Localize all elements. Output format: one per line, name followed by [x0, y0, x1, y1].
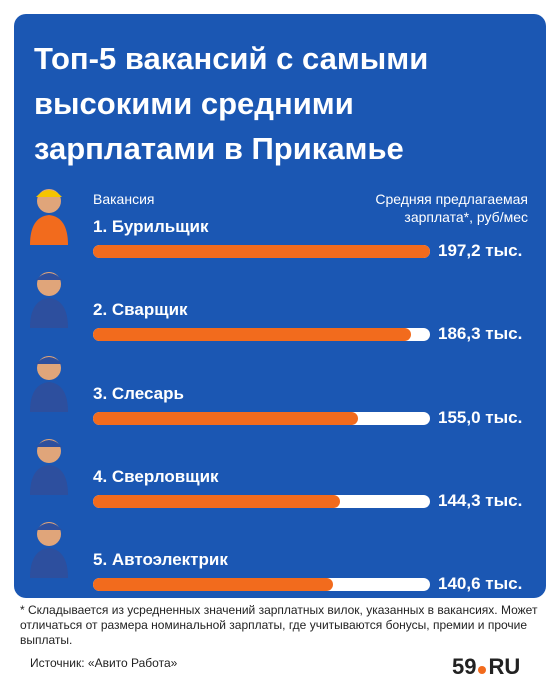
logo-dot — [478, 666, 487, 674]
footnote: * Складывается из усредненных значений з… — [20, 603, 538, 647]
value-label: 144,3 тыс. — [438, 490, 523, 510]
worker-svg — [30, 438, 68, 495]
category-label: 3. Слесарь — [93, 383, 184, 403]
value-label: 140,6 тыс. — [438, 574, 523, 594]
logo-number: 59 — [452, 654, 477, 679]
bar — [93, 245, 430, 258]
bar — [93, 411, 358, 425]
value-label: 186,3 тыс. — [438, 324, 523, 344]
category-label: 5. Автоэлектрик — [93, 550, 228, 570]
bar — [93, 328, 412, 342]
worker-svg — [30, 272, 68, 329]
bar — [93, 578, 334, 592]
worker-icon — [24, 433, 74, 495]
worker-icon — [24, 266, 74, 329]
worker-svg — [30, 355, 68, 412]
chart-title: Топ-5 вакансий с самыми высокими средним… — [34, 41, 429, 166]
category-label: 1. Бурильщик — [93, 217, 209, 236]
value-header: Средняя предлагаемая зарплата*, руб/мес — [375, 191, 528, 225]
value-label: 197,2 тыс. — [438, 241, 523, 260]
worker-icon — [24, 350, 74, 412]
value-label: 155,0 тыс. — [438, 407, 523, 427]
bar — [93, 494, 340, 508]
source: Источник: «Авито Работа» — [30, 656, 178, 670]
worker-icon — [24, 516, 74, 579]
worker-svg — [30, 522, 68, 579]
category-label: 2. Сварщик — [93, 300, 188, 320]
logo: 59 RU — [452, 654, 520, 680]
logo-domain: RU — [488, 654, 521, 679]
worker-icon — [24, 183, 74, 245]
category-header: Вакансия — [93, 191, 155, 207]
category-label: 4. Сверловщик — [93, 466, 219, 486]
worker-svg — [30, 189, 68, 245]
